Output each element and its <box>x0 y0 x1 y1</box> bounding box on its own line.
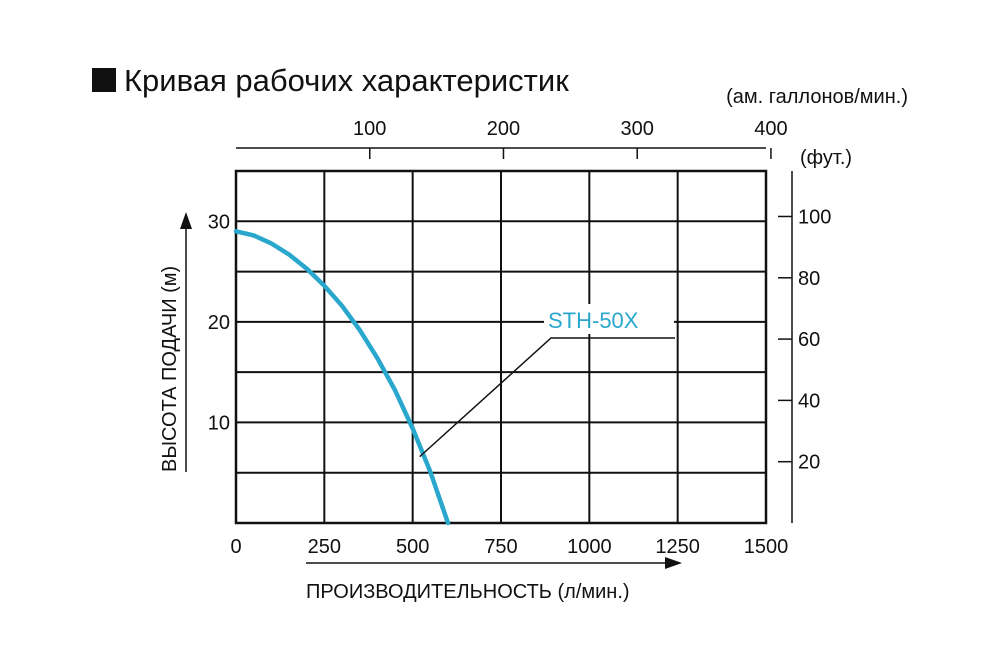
x-tick-label: 1000 <box>567 536 612 558</box>
x-tick-label: 0 <box>230 536 241 558</box>
title-square-icon <box>92 68 116 92</box>
secondary-y-unit-label: (фут.) <box>800 147 852 169</box>
x-tick-label: 500 <box>396 536 429 558</box>
secondary-x-tick-label: 400 <box>754 118 787 140</box>
secondary-y-tick-label: 80 <box>798 268 820 290</box>
secondary-y-tick-label: 20 <box>798 452 820 474</box>
axis-arrows <box>180 212 682 569</box>
x-tick-label: 1250 <box>655 536 700 558</box>
y-tick-label: 10 <box>208 412 230 434</box>
x-axis-arrowhead-icon <box>665 557 682 569</box>
y-tick-label: 20 <box>208 312 230 334</box>
secondary-y-tick-label: 60 <box>798 329 820 351</box>
secondary-x-tick-label: 100 <box>353 118 386 140</box>
y-axis-label: ВЫСОТА ПОДАЧИ (м) <box>159 266 181 472</box>
annotation-background <box>544 304 674 334</box>
secondary-y-tick-label: 40 <box>798 390 820 412</box>
secondary-x-unit-label: (ам. галлонов/мин.) <box>726 86 908 108</box>
annotation-leader-line <box>419 337 675 458</box>
plot-frame <box>234 169 768 525</box>
secondary-x-tick-label: 300 <box>621 118 654 140</box>
y-tick-label: 30 <box>208 211 230 233</box>
x-tick-label: 250 <box>308 536 341 558</box>
x-tick-label: 750 <box>484 536 517 558</box>
series-label: STH-50X <box>548 308 639 333</box>
chart-title: Кривая рабочих характеристик <box>124 63 569 98</box>
series-curve <box>233 229 451 526</box>
y-axis-arrowhead-icon <box>180 212 192 229</box>
secondary-x-tick-label: 200 <box>487 118 520 140</box>
x-tick-label: 1500 <box>744 536 789 558</box>
secondary-y-tick-label: 100 <box>798 206 831 228</box>
x-axis-label: ПРОИЗВОДИТЕЛЬНОСТЬ (л/мин.) <box>306 581 630 603</box>
